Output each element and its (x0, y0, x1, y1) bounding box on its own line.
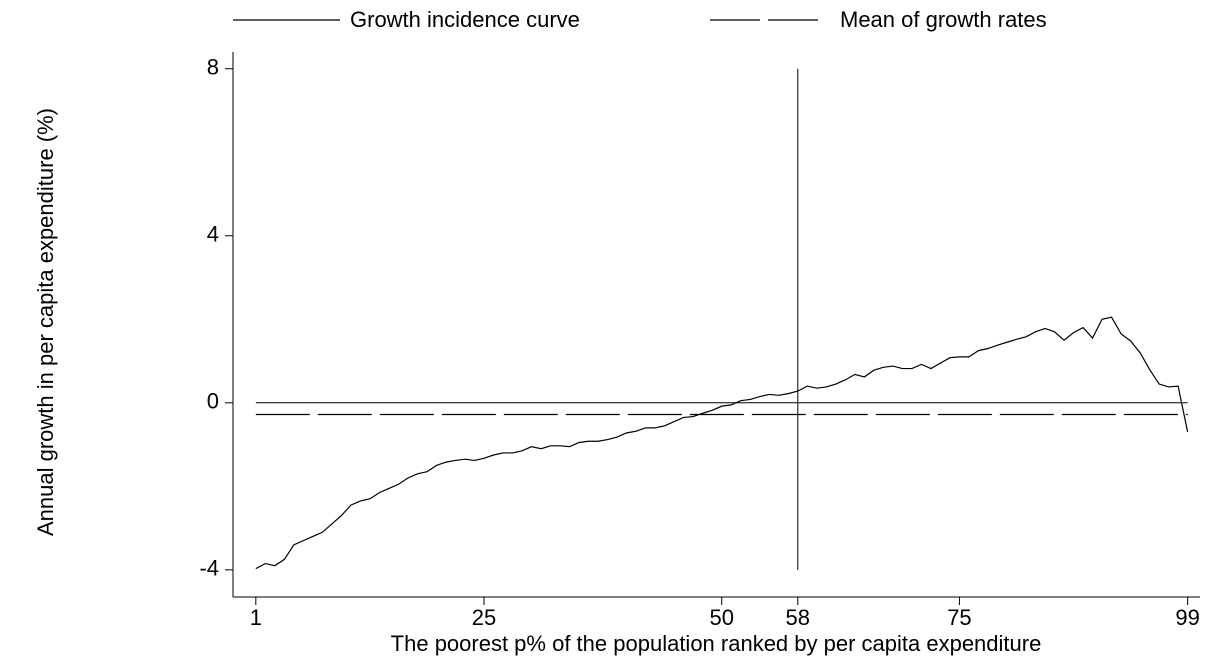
x-tick-label: 58 (786, 605, 810, 630)
x-tick-label: 25 (472, 605, 496, 630)
x-tick-label: 99 (1175, 605, 1199, 630)
y-tick-label: 4 (207, 222, 219, 247)
legend-label: Mean of growth rates (840, 7, 1047, 32)
x-axis-label: The poorest p% of the population ranked … (391, 631, 1042, 656)
x-tick-label: 75 (947, 605, 971, 630)
y-tick-label: 8 (207, 55, 219, 80)
legend-label: Growth incidence curve (350, 7, 580, 32)
y-tick-label: 0 (207, 389, 219, 414)
series-line (255, 316, 1189, 570)
y-tick-label: -4 (199, 556, 219, 581)
x-tick-label: 1 (250, 605, 262, 630)
x-tick-label: 50 (709, 605, 733, 630)
y-axis-label: Annual growth in per capita expenditure … (33, 108, 58, 536)
